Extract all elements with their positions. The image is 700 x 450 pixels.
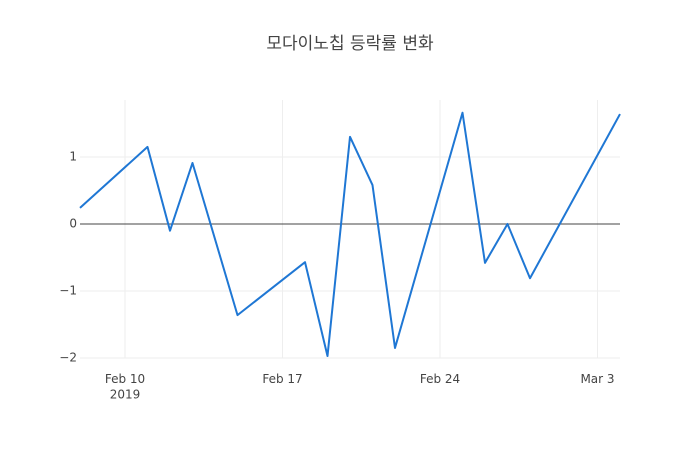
x-tick-label: Feb 24 bbox=[420, 372, 460, 386]
x-tick-label: Feb 17 bbox=[262, 372, 302, 386]
x-tick-label: Mar 3 bbox=[580, 372, 614, 386]
line bbox=[79, 111, 621, 357]
y-tick-label: −1 bbox=[59, 283, 77, 297]
y-tick-label: 0 bbox=[69, 216, 77, 230]
x-tick-label: Feb 10 2019 bbox=[105, 372, 145, 402]
y-tick-label: 1 bbox=[69, 149, 77, 163]
y-tick-label: −2 bbox=[59, 351, 77, 365]
chart-title: 모다이노칩 등락률 변화 bbox=[266, 34, 434, 54]
